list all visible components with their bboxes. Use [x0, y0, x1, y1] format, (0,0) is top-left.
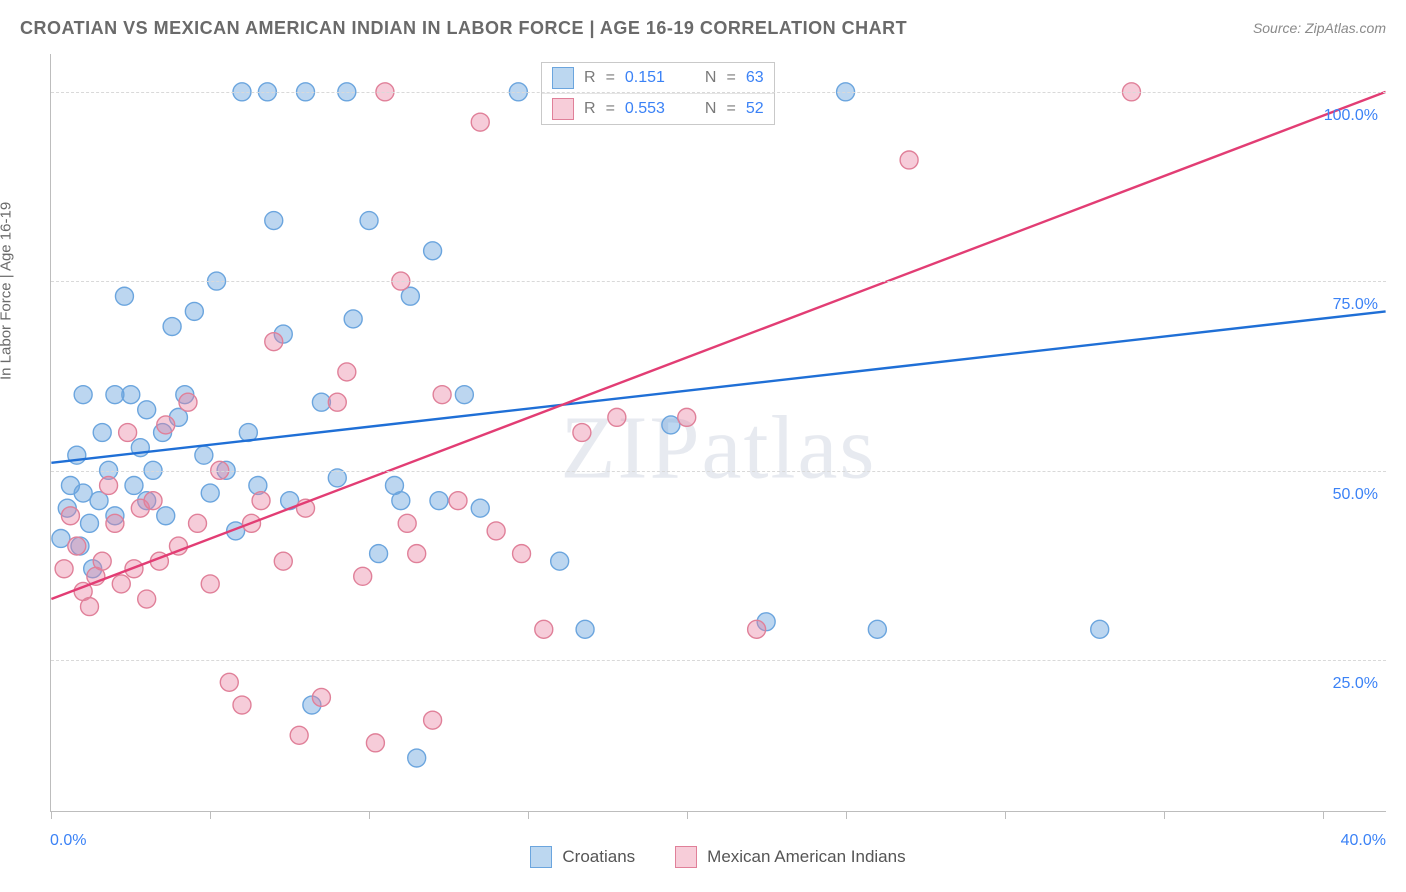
data-point-mexican_american_indians — [433, 386, 451, 404]
data-point-mexican_american_indians — [81, 598, 99, 616]
data-point-mexican_american_indians — [354, 567, 372, 585]
data-point-croatians — [122, 386, 140, 404]
x-tick — [1005, 811, 1006, 819]
data-point-croatians — [430, 492, 448, 510]
data-point-croatians — [471, 499, 489, 517]
y-tick-label: 25.0% — [1333, 675, 1378, 693]
data-point-mexican_american_indians — [408, 545, 426, 563]
data-point-mexican_american_indians — [100, 477, 118, 495]
data-point-croatians — [1091, 620, 1109, 638]
data-point-mexican_american_indians — [513, 545, 531, 563]
data-point-mexican_american_indians — [487, 522, 505, 540]
data-point-croatians — [201, 484, 219, 502]
data-point-mexican_american_indians — [338, 363, 356, 381]
legend-swatch-mexican — [675, 846, 697, 868]
data-point-mexican_american_indians — [144, 492, 162, 510]
data-point-croatians — [163, 318, 181, 336]
data-point-mexican_american_indians — [93, 552, 111, 570]
data-point-mexican_american_indians — [265, 333, 283, 351]
legend-label-mexican: Mexican American Indians — [707, 847, 905, 867]
source-attribution: Source: ZipAtlas.com — [1253, 20, 1386, 36]
data-point-croatians — [551, 552, 569, 570]
data-point-croatians — [424, 242, 442, 260]
x-tick — [369, 811, 370, 819]
x-tick — [1323, 811, 1324, 819]
data-point-mexican_american_indians — [233, 696, 251, 714]
data-point-mexican_american_indians — [189, 514, 207, 532]
gridline — [51, 281, 1386, 282]
data-point-croatians — [265, 212, 283, 230]
data-point-mexican_american_indians — [900, 151, 918, 169]
data-point-mexican_american_indians — [535, 620, 553, 638]
data-point-croatians — [360, 212, 378, 230]
scatter-canvas — [51, 54, 1386, 811]
gridline — [51, 471, 1386, 472]
data-point-croatians — [344, 310, 362, 328]
y-axis-label: In Labor Force | Age 16-19 — [0, 202, 15, 380]
data-point-croatians — [138, 401, 156, 419]
data-point-mexican_american_indians — [678, 408, 696, 426]
data-point-croatians — [868, 620, 886, 638]
data-point-croatians — [455, 386, 473, 404]
chart-container: CROATIAN VS MEXICAN AMERICAN INDIAN IN L… — [0, 0, 1406, 892]
data-point-croatians — [408, 749, 426, 767]
data-point-croatians — [185, 302, 203, 320]
data-point-croatians — [93, 424, 111, 442]
data-point-mexican_american_indians — [366, 734, 384, 752]
data-point-mexican_american_indians — [290, 726, 308, 744]
x-tick — [51, 811, 52, 819]
data-point-mexican_american_indians — [573, 424, 591, 442]
data-point-croatians — [392, 492, 410, 510]
data-point-mexican_american_indians — [608, 408, 626, 426]
x-tick — [528, 811, 529, 819]
data-point-mexican_american_indians — [179, 393, 197, 411]
data-point-mexican_american_indians — [274, 552, 292, 570]
trend-line-croatians — [51, 311, 1385, 462]
data-point-croatians — [125, 477, 143, 495]
y-tick-label: 75.0% — [1333, 296, 1378, 314]
chart-title: CROATIAN VS MEXICAN AMERICAN INDIAN IN L… — [20, 18, 907, 39]
legend-item-croatians: Croatians — [530, 846, 635, 868]
y-tick-label: 50.0% — [1333, 486, 1378, 504]
data-point-mexican_american_indians — [328, 393, 346, 411]
x-tick — [1164, 811, 1165, 819]
x-tick — [687, 811, 688, 819]
data-point-croatians — [115, 287, 133, 305]
plot-area: ZIPatlas R = 0.151 N = 63 R = 0.553 N = … — [50, 54, 1386, 812]
series-legend: Croatians Mexican American Indians — [50, 846, 1386, 868]
data-point-mexican_american_indians — [312, 688, 330, 706]
legend-item-mexican: Mexican American Indians — [675, 846, 905, 868]
data-point-mexican_american_indians — [252, 492, 270, 510]
data-point-croatians — [576, 620, 594, 638]
data-point-mexican_american_indians — [119, 424, 137, 442]
data-point-croatians — [195, 446, 213, 464]
y-tick-label: 100.0% — [1324, 107, 1378, 125]
data-point-mexican_american_indians — [61, 507, 79, 525]
legend-label-croatians: Croatians — [562, 847, 635, 867]
data-point-mexican_american_indians — [471, 113, 489, 131]
data-point-mexican_american_indians — [398, 514, 416, 532]
data-point-mexican_american_indians — [201, 575, 219, 593]
trend-line-mexican_american_indians — [51, 92, 1385, 599]
data-point-mexican_american_indians — [55, 560, 73, 578]
data-point-mexican_american_indians — [748, 620, 766, 638]
x-tick — [210, 811, 211, 819]
data-point-croatians — [74, 386, 92, 404]
gridline — [51, 660, 1386, 661]
gridline — [51, 92, 1386, 93]
legend-swatch-croatians — [530, 846, 552, 868]
data-point-mexican_american_indians — [157, 416, 175, 434]
data-point-mexican_american_indians — [424, 711, 442, 729]
data-point-croatians — [81, 514, 99, 532]
data-point-mexican_american_indians — [220, 673, 238, 691]
x-tick — [846, 811, 847, 819]
data-point-mexican_american_indians — [112, 575, 130, 593]
data-point-mexican_american_indians — [68, 537, 86, 555]
data-point-croatians — [370, 545, 388, 563]
data-point-mexican_american_indians — [106, 514, 124, 532]
data-point-mexican_american_indians — [449, 492, 467, 510]
data-point-croatians — [157, 507, 175, 525]
data-point-mexican_american_indians — [138, 590, 156, 608]
